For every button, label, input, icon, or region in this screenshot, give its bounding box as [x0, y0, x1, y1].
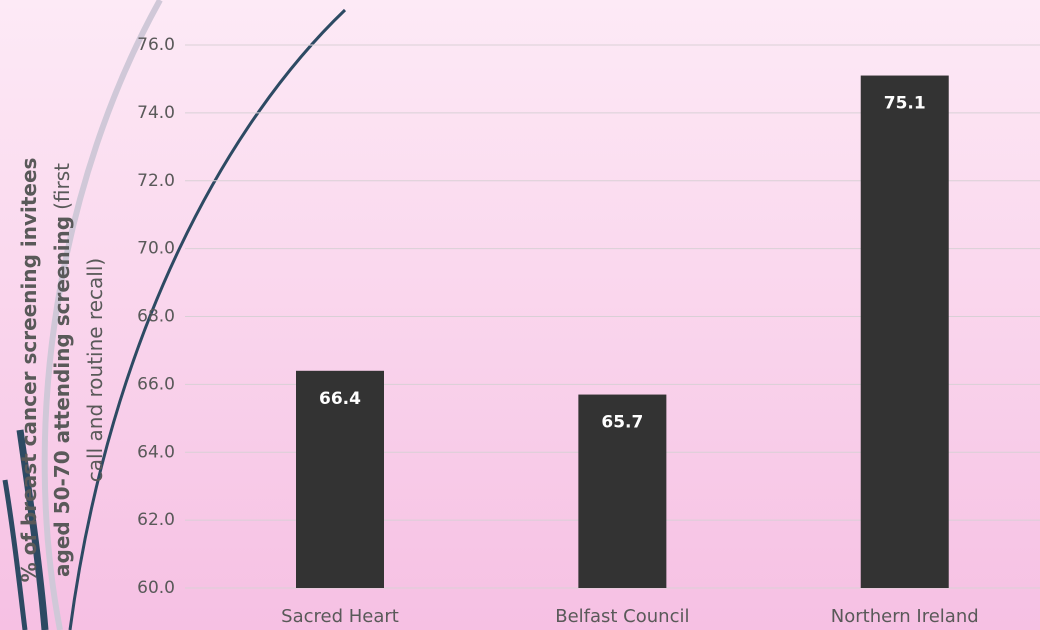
- data-label: 66.4: [319, 389, 361, 409]
- y-tick-label: 70.0: [137, 239, 175, 259]
- y-axis-label-line: call and routine recall): [83, 258, 107, 482]
- y-axis-label-part: aged 50-70 attending screening: [50, 216, 74, 577]
- x-tick-label: Belfast Council: [555, 606, 689, 627]
- x-tick-label: Northern Ireland: [831, 606, 979, 627]
- bar: [296, 370, 384, 588]
- y-tick-label: 72.0: [137, 171, 175, 191]
- y-axis-label-line: aged 50-70 attending screening (first: [50, 163, 74, 577]
- y-axis-label-part: call and routine recall): [83, 258, 107, 482]
- data-label: 65.7: [601, 413, 643, 433]
- decor-curve: [2, 479, 28, 630]
- decor-curve: [68, 8, 347, 630]
- decoration: [2, 0, 347, 630]
- y-axis-label-part: % of breast cancer screening invitees: [17, 158, 41, 583]
- y-tick-label: 62.0: [137, 510, 175, 530]
- bar: [578, 394, 667, 588]
- y-tick-label: 74.0: [137, 103, 175, 123]
- bar: [860, 75, 949, 588]
- y-tick-label: 60.0: [137, 578, 175, 598]
- y-tick-label: 66.0: [137, 374, 175, 394]
- decor-curve: [16, 429, 49, 630]
- y-tick-label: 68.0: [137, 307, 175, 327]
- y-tick-label: 64.0: [137, 442, 175, 462]
- decor-curve: [41, 0, 163, 630]
- y-axis-label-line: % of breast cancer screening invitees: [17, 158, 41, 583]
- y-axis-label: % of breast cancer screening invitees age…: [17, 158, 107, 583]
- data-label: 75.1: [884, 94, 926, 114]
- y-tick-label: 76.0: [137, 35, 175, 55]
- y-axis-label-part: (first: [50, 163, 74, 210]
- x-tick-label: Sacred Heart: [281, 606, 399, 627]
